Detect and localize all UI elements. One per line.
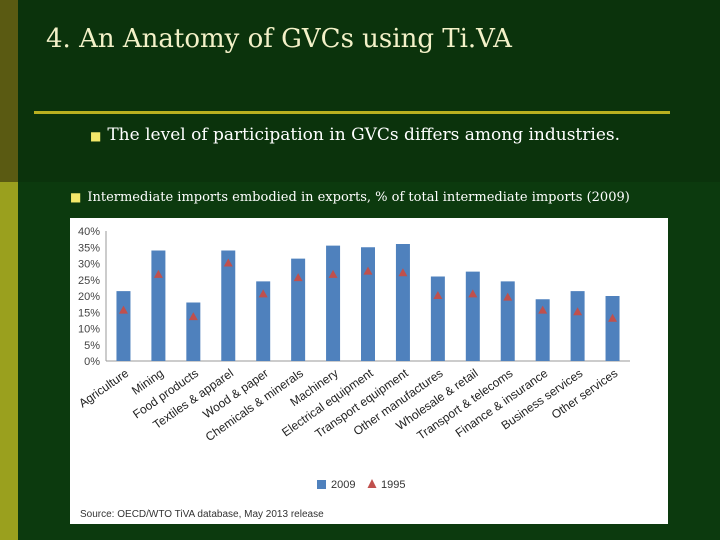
bullet-participation-text: The level of participation in GVCs diffe… [107, 125, 621, 145]
y-tick-label: 40% [78, 226, 100, 238]
bar-2009 [326, 245, 341, 361]
x-category-label: Agriculture [76, 366, 131, 411]
bullet-square-icon: ■ [90, 129, 102, 143]
bullet-chart-caption-text: Intermediate imports embodied in exports… [87, 190, 630, 205]
bar-2009 [570, 291, 585, 361]
y-tick-label: 20% [78, 291, 100, 303]
marker-1995 [398, 268, 408, 277]
marker-1995 [608, 313, 618, 322]
legend-label-2009: 2009 [331, 479, 355, 491]
y-tick-label: 35% [78, 242, 100, 254]
bar-2009 [221, 250, 236, 361]
source-note: Source: OECD/WTO TiVA database, May 2013… [80, 509, 324, 520]
y-tick-label: 25% [78, 275, 100, 287]
marker-1995 [118, 305, 128, 314]
y-tick-label: 30% [78, 259, 100, 271]
marker-1995 [363, 266, 373, 275]
marker-1995 [503, 292, 513, 301]
accent-strip-bottom [0, 182, 18, 540]
marker-1995 [188, 312, 198, 321]
chart-panel: 0% 5% 10% 15% 20% 25% 30% 35% 40% Agriculture Mini… [70, 218, 668, 524]
bar-2009 [465, 271, 480, 361]
accent-strip-top [0, 0, 18, 182]
bar-2009 [430, 276, 445, 361]
bullet-square-icon: ■ [70, 190, 82, 204]
bar-2009 [535, 299, 550, 361]
title-band [18, 0, 720, 182]
bar-2009 [605, 296, 620, 361]
bar-2009 [291, 258, 306, 361]
legend-swatch-1995 [367, 479, 377, 488]
bar-chart: 0%5%10%15%20%25%30%35%40%AgricultureMini… [76, 226, 630, 520]
marker-1995 [538, 305, 548, 314]
title-rule [34, 111, 670, 114]
marker-1995 [328, 269, 338, 278]
marker-1995 [433, 291, 443, 299]
y-tick-label: 0% [84, 356, 100, 368]
marker-1995 [293, 273, 303, 282]
y-tick-label: 5% [84, 340, 100, 352]
marker-1995 [468, 289, 478, 298]
y-tick-label: 15% [78, 307, 100, 319]
legend-label-1995: 1995 [381, 479, 405, 491]
marker-1995 [223, 258, 233, 267]
legend-swatch-2009 [317, 480, 326, 489]
marker-1995 [573, 307, 583, 316]
marker-1995 [153, 269, 163, 278]
bar-2009 [116, 291, 131, 361]
bullet-chart-caption: ■ Intermediate imports embodied in export… [70, 190, 630, 205]
bar-2009 [500, 281, 515, 361]
bar-2009 [361, 247, 375, 361]
slide-title: 4. An Anatomy of GVCs using Ti.VA [46, 24, 512, 54]
marker-1995 [258, 289, 268, 298]
y-tick-label: 10% [78, 324, 100, 336]
bar-2009 [256, 281, 271, 361]
bar-2009 [151, 250, 166, 361]
bar-2009 [395, 244, 410, 361]
bar-2009 [186, 302, 201, 361]
bullet-participation: ■ The level of participation in GVCs diff… [90, 125, 620, 145]
